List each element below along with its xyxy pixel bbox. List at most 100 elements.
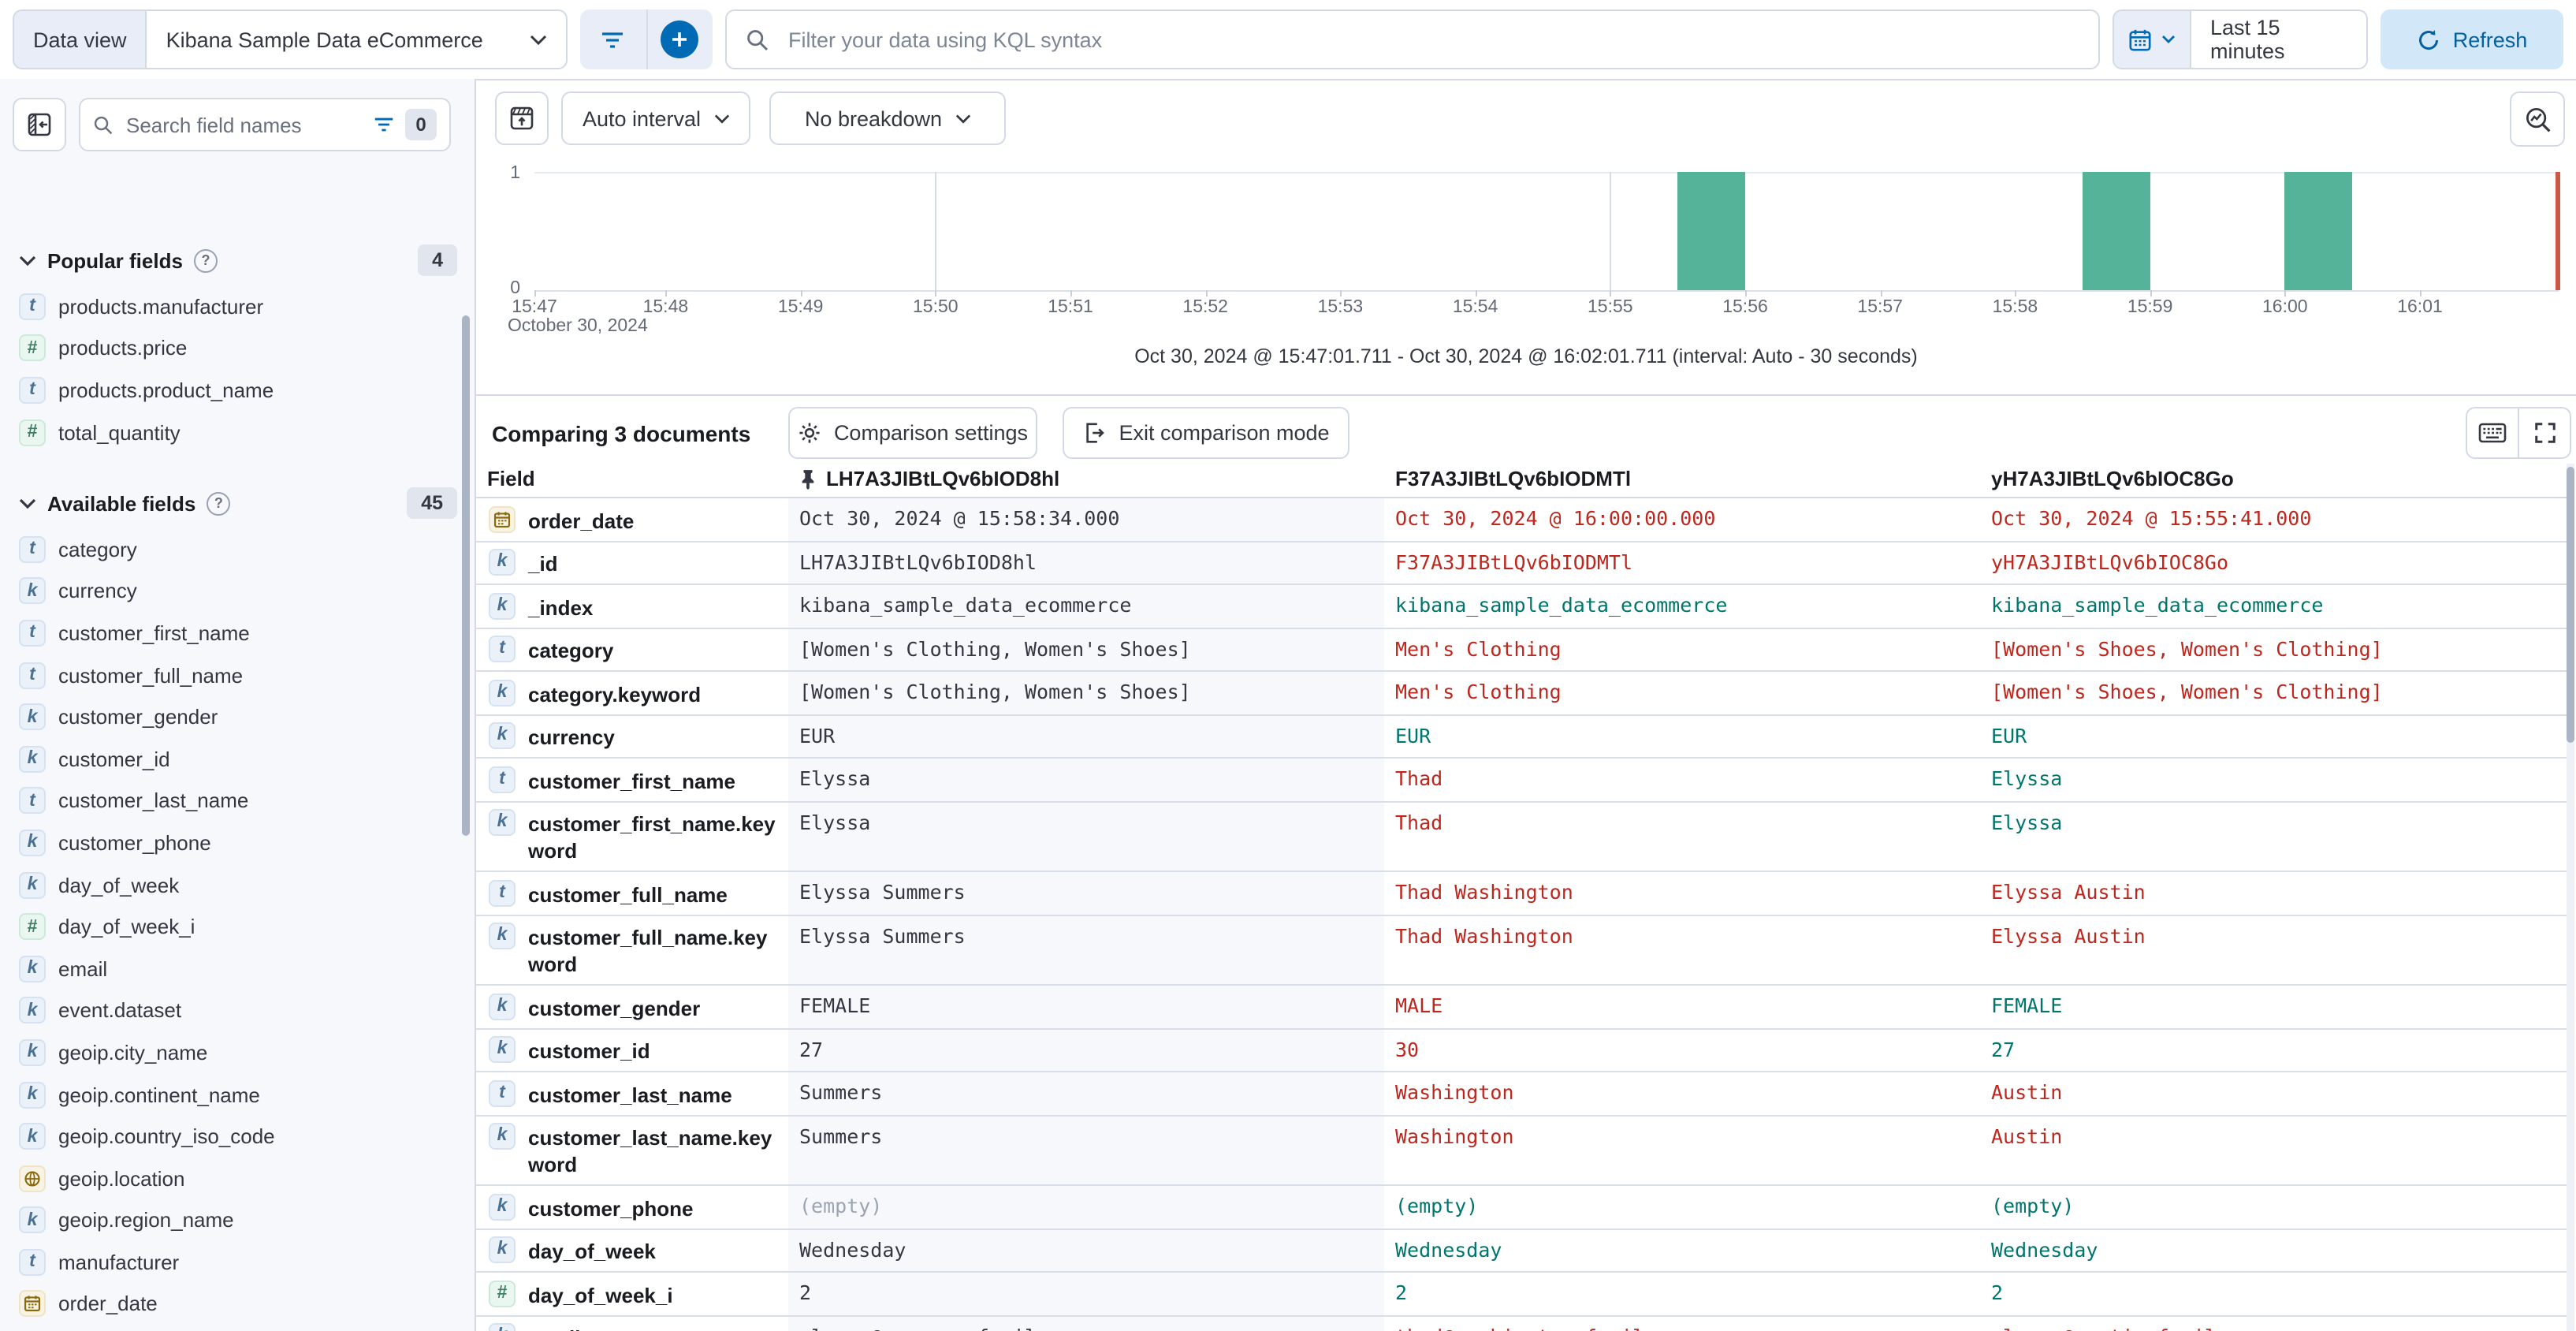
breakdown-dropdown[interactable]: No breakdown	[769, 91, 1006, 145]
comparison-table: Field LH7A3JIBtLQv6bIOD8hl F37A3JIBtLQv6…	[476, 464, 2570, 1331]
chevron-down-icon	[530, 34, 547, 45]
chart-gridline	[1610, 172, 1612, 290]
doc-value-cell: 30	[1395, 1037, 1420, 1061]
histogram-bar[interactable]	[2083, 172, 2150, 290]
field-list-item[interactable]: t customer_full_name	[0, 654, 475, 696]
breakdown-label: No breakdown	[804, 106, 943, 130]
add-filter-button[interactable]	[647, 9, 713, 69]
histogram-bar[interactable]	[2284, 172, 2353, 290]
data-view-value: Kibana Sample Data eCommerce	[166, 28, 483, 51]
field-list-item[interactable]: k email	[0, 948, 475, 990]
doc-column-header[interactable]: yH7A3JIBtLQv6bIOC8Go	[1991, 467, 2234, 490]
field-list-item[interactable]: k currency	[0, 570, 475, 612]
doc-value-cell: Elyssa	[1991, 810, 2063, 833]
field-list-item[interactable]: t products.product_name	[0, 369, 475, 411]
field-name: geoip.continent_name	[58, 1083, 260, 1107]
field-list-item[interactable]: k geoip.city_name	[0, 1031, 475, 1073]
kql-search-bar[interactable]	[725, 9, 2100, 69]
field-cell: k customer_last_name.keyword	[476, 1116, 788, 1184]
field-list-item[interactable]: k event.dataset	[0, 990, 475, 1031]
doc-value-cell: yH7A3JIBtLQv6bIOC8Go	[1991, 550, 2229, 573]
histogram-bar[interactable]	[1677, 172, 1745, 290]
base-doc-value-cell: Oct 30, 2024 @ 15:58:34.000	[788, 498, 1384, 540]
kql-query-input[interactable]	[769, 11, 2098, 68]
doc-value-cell: F37A3JIBtLQv6bIODMTl	[1395, 550, 1633, 573]
table-row: k customer_last_name.keyword Summers Washin…	[476, 1116, 2570, 1186]
chevron-down-icon	[19, 255, 36, 266]
explore-in-lens-button[interactable]	[2510, 91, 2565, 147]
time-range-value[interactable]: Last 15 minutes	[2210, 16, 2285, 63]
table-row: k customer_full_name.keyword Elyssa Summer…	[476, 915, 2570, 986]
data-view-picker[interactable]: Data view Kibana Sample Data eCommerce	[13, 9, 568, 69]
popular-fields-header[interactable]: Popular fields 4	[0, 243, 475, 278]
date-field-icon	[19, 1290, 46, 1318]
number-field-icon: #	[489, 1280, 516, 1307]
comparison-settings-button[interactable]: Comparison settings	[788, 407, 1037, 459]
collapse-panel-icon	[27, 112, 52, 137]
doc-value-cell: elyssa@austin-family.zzz	[1980, 1316, 2570, 1331]
field-list-item[interactable]: k geoip.country_iso_code	[0, 1116, 475, 1158]
keyword-field-icon: k	[489, 592, 516, 619]
field-list-item[interactable]: k customer_phone	[0, 822, 475, 863]
doc-column-header[interactable]: F37A3JIBtLQv6bIODMTl	[1395, 467, 1632, 490]
doc-value-cell: 2	[1991, 1281, 2004, 1304]
base-doc-value-cell: elyssa@summers-family.zzz	[788, 1316, 1384, 1331]
field-name: customer_gender	[58, 705, 218, 729]
x-tick-label: 15:49	[777, 298, 824, 317]
field-name: customer_phone	[528, 1196, 694, 1220]
field-name: _index	[528, 595, 594, 619]
field-cell: t category	[476, 628, 788, 670]
date-picker-button[interactable]	[2114, 11, 2191, 68]
field-list-item[interactable]: k day_of_week	[0, 864, 475, 906]
popular-fields-list: t products.manufacturer # products.price t pr…	[0, 285, 475, 453]
field-filter-icon[interactable]	[374, 117, 394, 132]
collapse-sidebar-button[interactable]	[13, 98, 66, 151]
field-list-item[interactable]: t category	[0, 528, 475, 570]
fullscreen-button[interactable]	[2518, 408, 2570, 457]
field-list-item[interactable]: t customer_first_name	[0, 612, 475, 654]
field-list-item[interactable]: # day_of_week_i	[0, 906, 475, 948]
field-name: customer_first_name.keyword	[528, 812, 776, 863]
base-doc-value-cell: Wednesday	[788, 1229, 1384, 1271]
field-list-item[interactable]: # products.price	[0, 327, 475, 369]
hide-chart-button[interactable]	[495, 91, 549, 145]
field-list-item[interactable]: k geoip.continent_name	[0, 1073, 475, 1115]
field-list-item[interactable]: k geoip.region_name	[0, 1199, 475, 1241]
sidebar-scrollbar[interactable]	[462, 315, 470, 836]
doc-value-cell: EUR	[1395, 723, 1431, 747]
time-range-picker[interactable]: Last 15 minutes	[2113, 9, 2368, 69]
table-scrollbar[interactable]	[2567, 467, 2574, 743]
keyword-field-icon: k	[489, 1036, 516, 1063]
doc-value-cell: Wednesday	[1991, 1237, 2098, 1261]
field-list-item[interactable]: # total_quantity	[0, 412, 475, 453]
histogram-chart[interactable]: 15:47 15:48 15:49 15:50 15:51 15:52 15:53 15:54…	[0, 0, 2576, 363]
exit-comparison-button[interactable]: Exit comparison mode	[1063, 407, 1349, 459]
field-list-item[interactable]: geoip.location	[0, 1158, 475, 1199]
table-row: t customer_first_name Elyssa Thad Elyssa	[476, 759, 2570, 802]
field-list-item[interactable]: k customer_gender	[0, 696, 475, 738]
available-fields-header[interactable]: Available fields 45	[0, 486, 475, 520]
field-list-item[interactable]: k customer_id	[0, 738, 475, 780]
field-search-box[interactable]: 0	[79, 98, 451, 151]
field-name: customer_last_name	[58, 789, 249, 813]
top-bar: Data view Kibana Sample Data eCommerce	[0, 0, 2576, 80]
chevron-down-icon	[19, 498, 36, 509]
keyboard-shortcuts-button[interactable]	[2467, 408, 2518, 457]
filters-menu-button[interactable]	[580, 9, 647, 69]
field-cell: k _id	[476, 542, 788, 583]
refresh-button[interactable]: Refresh	[2381, 9, 2563, 69]
field-cell: t customer_full_name	[476, 872, 788, 914]
gear-icon	[798, 421, 821, 445]
field-list-item[interactable]: order_date	[0, 1283, 475, 1325]
doc-value-cell: Oct 30, 2024 @ 16:00:00.000	[1395, 506, 1716, 530]
base-doc-column-header[interactable]: LH7A3JIBtLQv6bIOD8hl	[788, 464, 1384, 497]
field-list-item[interactable]: t customer_last_name	[0, 780, 475, 822]
keyword-field-icon: k	[489, 993, 516, 1020]
field-search-input[interactable]	[123, 111, 374, 138]
doc-value-cell: Elyssa	[1991, 766, 2063, 790]
field-name: customer_full_name.keyword	[528, 926, 768, 976]
base-doc-value-cell: (empty)	[788, 1186, 1384, 1228]
interval-dropdown[interactable]: Auto interval	[561, 91, 750, 145]
field-list-item[interactable]: t products.manufacturer	[0, 285, 475, 327]
field-list-item[interactable]: t manufacturer	[0, 1241, 475, 1283]
